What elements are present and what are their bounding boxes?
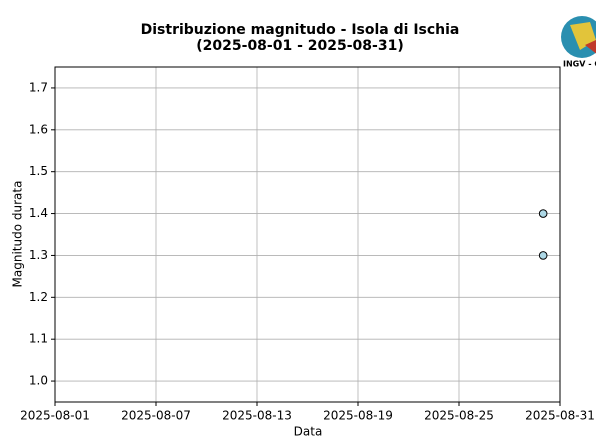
chart-title: Distribuzione magnitudo - Isola di Ischi… bbox=[141, 22, 460, 38]
x-tick-label: 2025-08-31 bbox=[525, 409, 595, 423]
logo-land bbox=[585, 40, 596, 54]
plot-frame bbox=[54, 66, 561, 403]
y-tick-label: 1.2 bbox=[29, 290, 48, 304]
y-tick-label: 1.6 bbox=[29, 122, 48, 136]
x-tick-label: 2025-08-25 bbox=[424, 409, 494, 423]
y-tick-label: 1.4 bbox=[29, 206, 48, 220]
y-tick-label: 1.5 bbox=[29, 164, 48, 178]
y-tick-label: 1.0 bbox=[29, 374, 48, 388]
y-axis-label: Magnitudo durata bbox=[11, 181, 25, 288]
y-tick-label: 1.7 bbox=[29, 80, 48, 94]
y-tick-label: 1.3 bbox=[29, 248, 48, 262]
x-axis-label: Data bbox=[294, 425, 323, 437]
chart-subtitle: (2025-08-01 - 2025-08-31) bbox=[196, 38, 403, 54]
x-tick-label: 2025-08-13 bbox=[222, 409, 292, 423]
point bbox=[538, 251, 548, 260]
x-tick-label: 2025-08-07 bbox=[121, 409, 191, 423]
logo-text: INGV - C bbox=[563, 60, 596, 69]
y-tick-label: 1.1 bbox=[29, 332, 48, 346]
x-tick-label: 2025-08-19 bbox=[323, 409, 393, 423]
point bbox=[538, 209, 548, 218]
logo: INGV - C bbox=[560, 12, 596, 69]
x-tick-label: 2025-08-01 bbox=[20, 409, 90, 423]
